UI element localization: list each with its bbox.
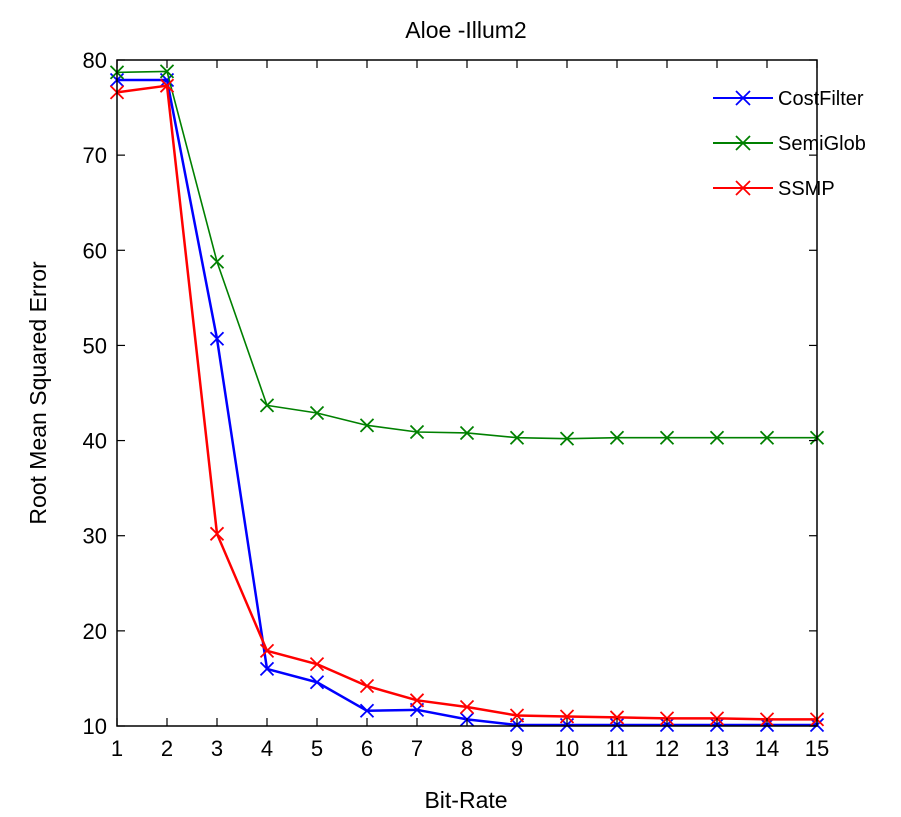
- x-tick-label: 12: [655, 736, 679, 761]
- y-axis-label: Root Mean Squared Error: [25, 261, 51, 525]
- marker-stroke: [559, 709, 575, 724]
- marker-stroke: [709, 430, 725, 445]
- y-tick-label: 50: [83, 333, 107, 358]
- data-point: [359, 703, 375, 718]
- marker-stroke: [609, 430, 625, 445]
- legend-swatch-marker: [735, 90, 751, 106]
- x-tick-label: 7: [411, 736, 423, 761]
- marker-stroke: [259, 643, 275, 658]
- legend-label: CostFilter: [778, 88, 864, 110]
- y-tick-label: 70: [83, 143, 107, 168]
- y-tick-label: 60: [83, 238, 107, 263]
- data-point: [259, 661, 275, 677]
- marker-stroke: [559, 431, 575, 446]
- data-point: [359, 418, 375, 433]
- data-point: [409, 424, 425, 440]
- legend-item: SSMP: [713, 178, 835, 200]
- marker-stroke: [209, 331, 225, 346]
- marker-stroke: [509, 430, 525, 445]
- legend-item: SemiGlob: [713, 133, 866, 155]
- data-point: [459, 425, 475, 441]
- data-point: [309, 657, 325, 672]
- data-point: [209, 331, 225, 346]
- legend-label: SSMP: [778, 178, 835, 200]
- marker-stroke: [509, 708, 525, 723]
- legend-swatch-marker: [735, 180, 751, 196]
- marker-stroke: [409, 693, 425, 708]
- x-tick-label: 2: [161, 736, 173, 761]
- marker-stroke: [309, 657, 325, 672]
- x-tick-label: 15: [805, 736, 829, 761]
- legend-swatch-marker: [735, 135, 751, 151]
- marker-stroke: [159, 64, 175, 79]
- x-tick-label: 1: [111, 736, 123, 761]
- marker-stroke: [359, 418, 375, 433]
- data-point: [559, 709, 575, 724]
- x-tick-label: 11: [606, 736, 629, 761]
- x-tick-label: 14: [755, 736, 779, 761]
- x-axis-ticks: 1 2 3 4 5 6 7 8 9 10 11 12 13 14 15: [111, 60, 829, 761]
- marker-stroke: [209, 526, 225, 541]
- marker-stroke: [609, 710, 625, 725]
- marker-stroke: [735, 90, 751, 106]
- marker-stroke: [309, 405, 325, 421]
- data-point: [309, 405, 325, 421]
- marker-stroke: [309, 675, 325, 690]
- data-point: [259, 398, 275, 413]
- data-point: [309, 675, 325, 690]
- data-point: [159, 78, 175, 93]
- x-tick-label: 8: [461, 736, 473, 761]
- y-tick-label: 40: [83, 429, 107, 454]
- data-point: [159, 64, 175, 79]
- chart-title: Aloe -Illum2: [405, 17, 526, 43]
- y-tick-label: 80: [83, 48, 107, 73]
- data-point: [409, 693, 425, 708]
- x-tick-label: 3: [211, 736, 223, 761]
- marker-stroke: [359, 703, 375, 718]
- data-point: [659, 430, 675, 445]
- marker-stroke: [259, 661, 275, 677]
- x-tick-label: 4: [261, 736, 273, 761]
- data-point: [759, 430, 775, 445]
- marker-stroke: [659, 430, 675, 445]
- y-tick-label: 10: [83, 714, 107, 739]
- marker-stroke: [159, 78, 175, 93]
- marker-stroke: [459, 699, 475, 715]
- x-tick-label: 6: [361, 736, 373, 761]
- marker-stroke: [209, 254, 225, 269]
- marker-stroke: [359, 678, 375, 694]
- legend-label: SemiGlob: [778, 133, 866, 155]
- x-tick-label: 10: [555, 736, 579, 761]
- marker-stroke: [409, 424, 425, 440]
- marker-stroke: [759, 430, 775, 445]
- x-axis-label: Bit-Rate: [424, 787, 507, 813]
- data-point: [259, 643, 275, 658]
- x-tick-label: 5: [311, 736, 323, 761]
- data-point: [609, 430, 625, 445]
- x-tick-label: 9: [511, 736, 523, 761]
- data-point: [559, 431, 575, 446]
- marker-stroke: [735, 135, 751, 151]
- marker-stroke: [735, 180, 751, 196]
- data-point: [509, 430, 525, 445]
- data-point: [209, 254, 225, 269]
- legend: CostFilter SemiGlob SSMP: [713, 88, 866, 200]
- data-point: [609, 710, 625, 725]
- data-point: [509, 708, 525, 723]
- legend-item: CostFilter: [713, 88, 864, 110]
- series-semiglob: [109, 64, 825, 446]
- y-axis-ticks: 10 20 30 40 50 60 70 80: [83, 48, 817, 739]
- plot-frame: [116, 59, 818, 727]
- marker-stroke: [459, 425, 475, 441]
- data-point: [709, 430, 725, 445]
- data-point: [359, 678, 375, 694]
- y-tick-label: 20: [83, 619, 107, 644]
- marker-stroke: [259, 398, 275, 413]
- y-tick-label: 30: [83, 524, 107, 549]
- data-point: [209, 526, 225, 541]
- x-tick-label: 13: [705, 736, 729, 761]
- data-point: [459, 699, 475, 715]
